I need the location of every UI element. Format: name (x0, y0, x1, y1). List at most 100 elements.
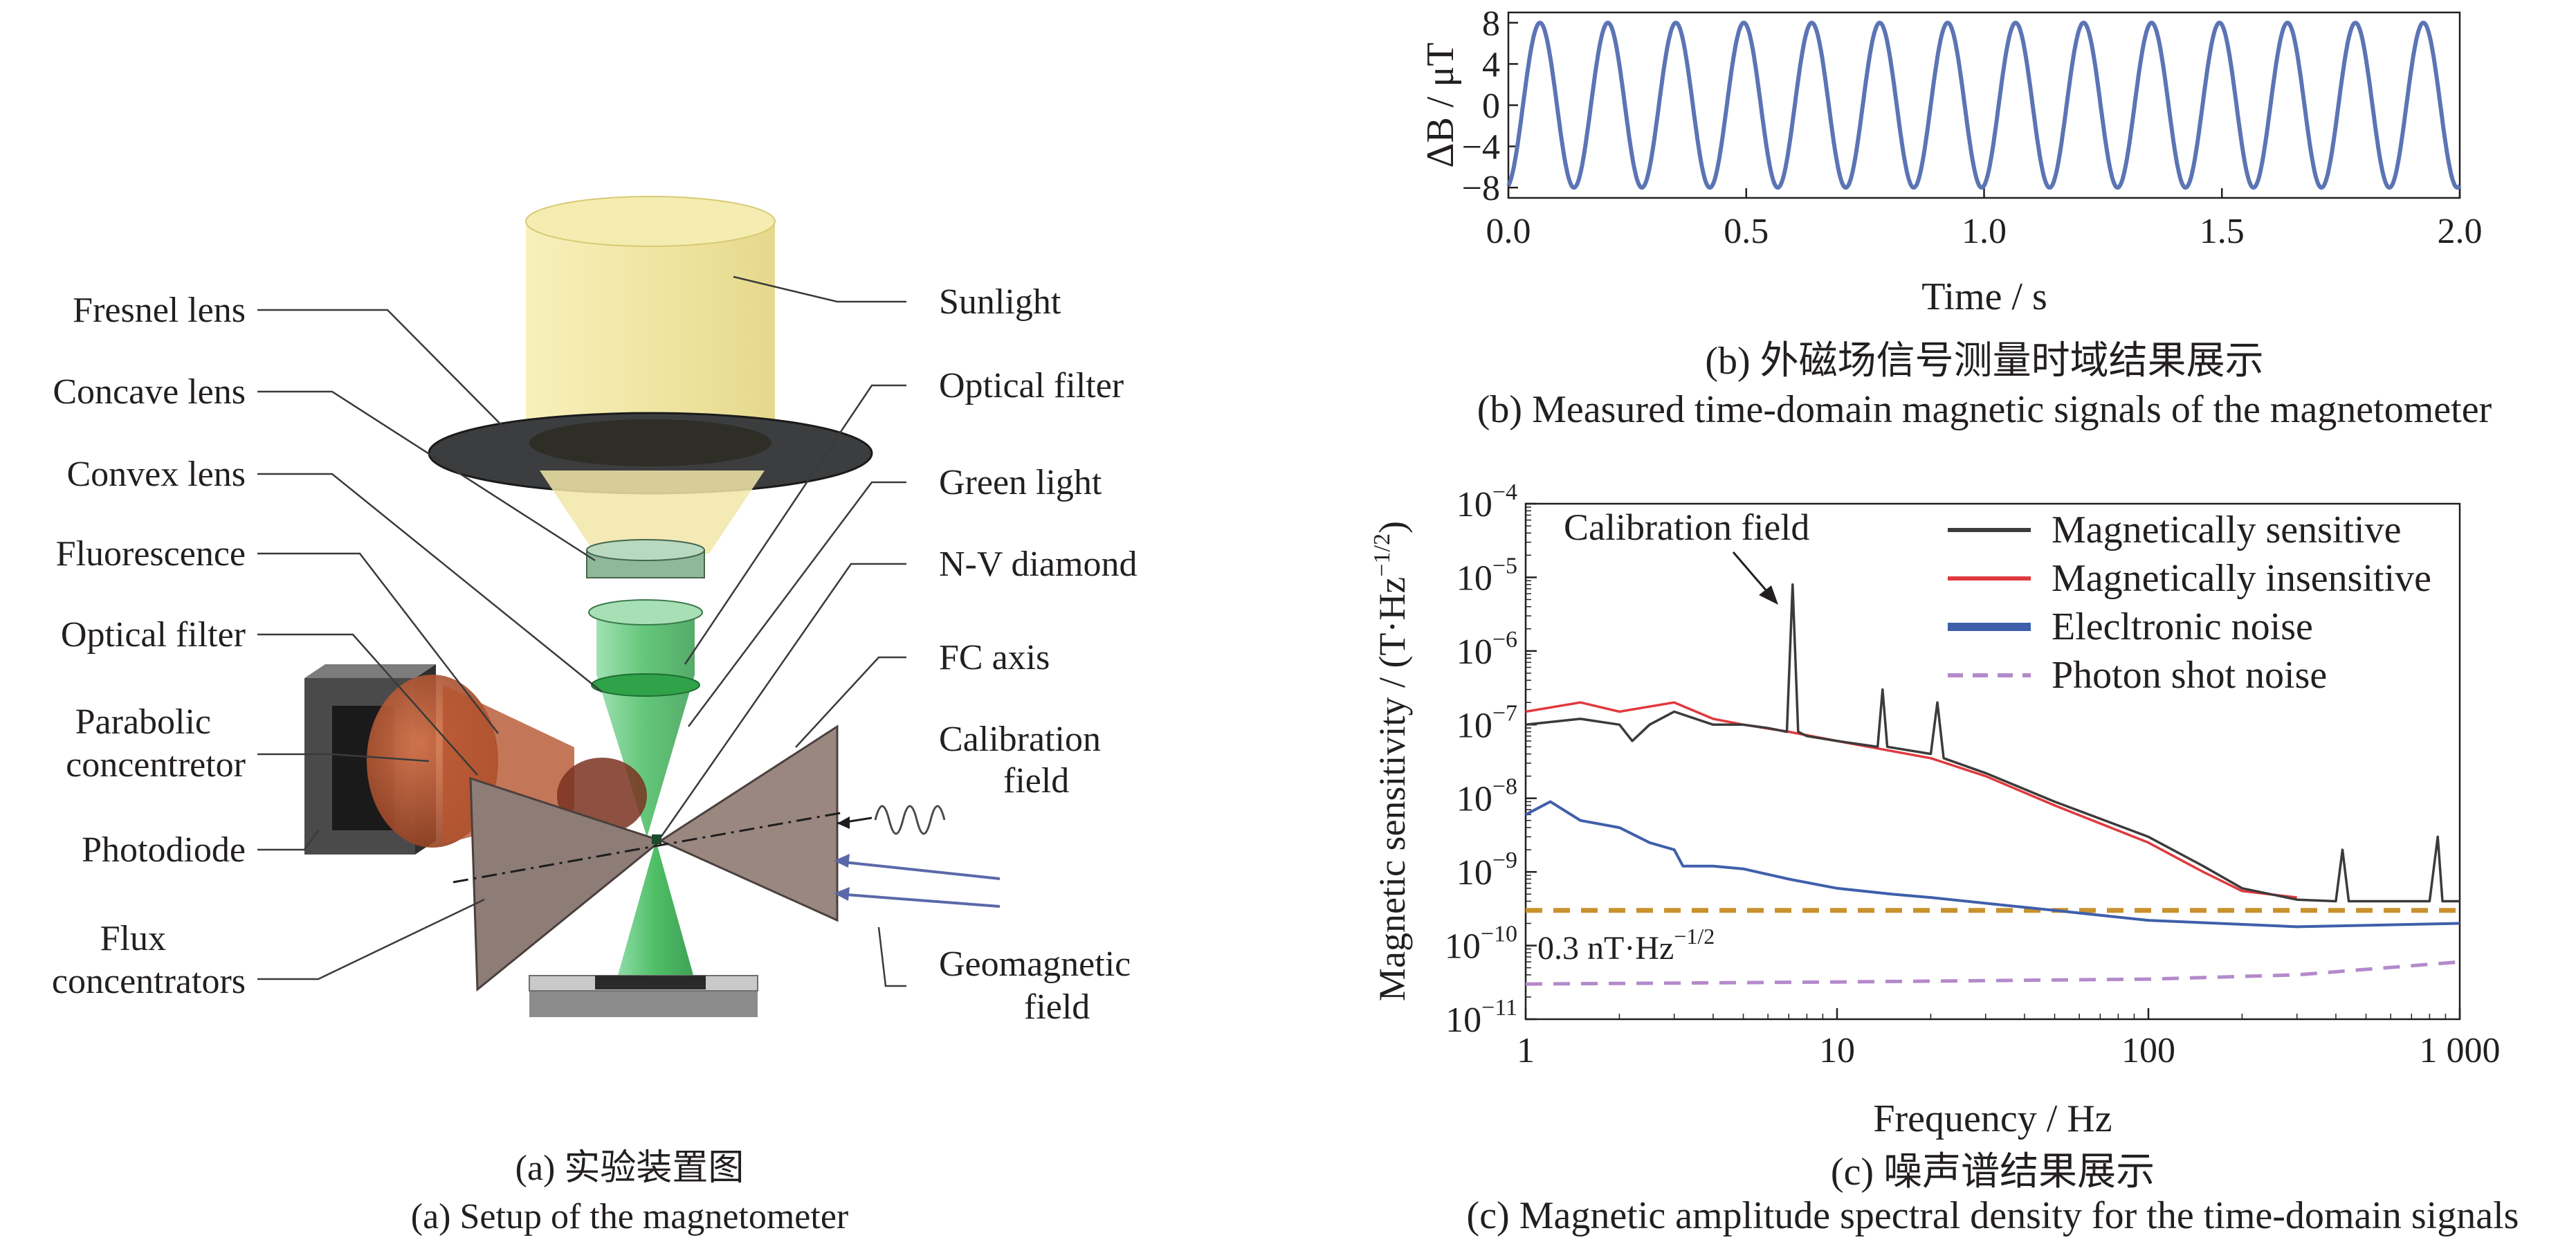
x-tick-label: 1.0 (1962, 212, 2007, 251)
series-line (1525, 800, 2460, 929)
label-optical-filter-left: Optical filter (61, 615, 246, 655)
label-flux: Flux (100, 919, 166, 958)
y-tick-label: 10−10 (1445, 922, 1517, 967)
series-line (1525, 960, 2460, 986)
legend: Magnetically sensitive Magnetically inse… (1948, 509, 2431, 697)
y-tick-base: 10 (1445, 927, 1481, 967)
green-light-beam (596, 609, 695, 837)
series-line (1506, 20, 2462, 190)
y-tick-label: 10−6 (1456, 627, 1517, 672)
y-tick-label: 10−4 (1456, 480, 1517, 524)
label-fluorescence: Fluorescence (56, 534, 246, 574)
plot-frame (1524, 502, 2461, 1021)
label-sunlight: Sunlight (939, 282, 1061, 322)
y-tick-exp: −6 (1492, 627, 1517, 652)
calibration-wave-icon (874, 805, 946, 835)
series-line (1525, 583, 2460, 903)
y-tick-base: 10 (1456, 485, 1492, 524)
y-tick-base: 10 (1456, 632, 1492, 672)
x-tick-label: 1 (1517, 1031, 1535, 1070)
caption-b-en: (b) Measured time-domain magnetic signal… (1477, 388, 2492, 431)
label-concentretor: concentretor (66, 745, 246, 785)
y-axis-label: ΔB / μT (1419, 42, 1462, 167)
y-ticks: 840−4−8 (1462, 4, 1518, 208)
y-axis-label-sup: −1/2 (1369, 533, 1395, 577)
x-axis-label: Frequency / Hz (1873, 1097, 2112, 1140)
photodiode-base (529, 975, 758, 1017)
y-tick-exp: −8 (1492, 774, 1517, 800)
y-tick-label: 4 (1482, 45, 1500, 84)
y-tick-label: 8 (1482, 4, 1500, 44)
series-group (1525, 583, 2460, 986)
geomagnetic-arrows (834, 854, 1001, 908)
fc-axis (453, 812, 841, 884)
y-tick-exp: −4 (1492, 480, 1517, 505)
y-tick-base: 10 (1456, 853, 1492, 893)
y-tick-label: −8 (1462, 169, 1500, 208)
setup-illustration: Fresnel lens Concave lens Convex lens Fl… (52, 196, 1137, 1236)
x-tick-label: 0.0 (1486, 212, 1531, 251)
annotation-arrowhead (1759, 585, 1778, 605)
x-ticks: 0.0 0.5 1.0 1.5 2.0 (1486, 188, 2483, 251)
x-ticks: 1 10 100 1 000 (1517, 1008, 2501, 1070)
label-green-light: Green light (939, 463, 1102, 502)
y-tick-label: −4 (1462, 128, 1500, 167)
annotation-limit: 0.3 nT·Hz−1/2 (1537, 924, 1715, 967)
nv-diamond (652, 834, 661, 844)
legend-label-photon: Photon shot noise (2052, 654, 2327, 697)
y-tick-label: 10−8 (1456, 774, 1517, 819)
caption-c-cn: (c) 噪声谱结果展示 (1831, 1151, 2155, 1194)
legend-label-insensitive: Magnetically insensitive (2052, 557, 2431, 600)
legend-label-sensitive: Magnetically sensitive (2052, 509, 2401, 551)
label-concave-lens: Concave lens (53, 372, 246, 412)
label-calibration-field: field (1003, 761, 1069, 801)
y-tick-label: 10−11 (1445, 995, 1517, 1040)
flux-concentrators (469, 724, 839, 992)
concave-lens (586, 539, 705, 578)
label-fresnel-lens: Fresnel lens (73, 291, 246, 330)
label-geomagnetic-field: field (1024, 987, 1090, 1027)
x-tick-label: 0.5 (1724, 212, 1769, 251)
y-tick-exp: −7 (1492, 700, 1517, 726)
caption-a-en: (a) Setup of the magnetometer (411, 1197, 848, 1236)
y-tick-label: 0 (1482, 86, 1500, 126)
label-concentrators: concentrators (52, 962, 246, 1001)
caption-c-en: (c) Magnetic amplitude spectral density … (1467, 1194, 2519, 1237)
time-domain-chart: 840−4−8 0.0 0.5 1.0 1.5 2.0 ΔB / μT Time / s… (1419, 4, 2492, 431)
label-geomagnetic: Geomagnetic (939, 944, 1131, 984)
legend-label-electronic: Elecltronic noise (2052, 605, 2313, 648)
y-tick-label: 10−5 (1456, 553, 1517, 598)
y-axis-label: Magnetic sensitivity / (T·Hz−1/2) (1369, 521, 1413, 1001)
x-tick-label: 1 000 (2420, 1031, 2501, 1070)
caption-a-cn: (a) 实验装置图 (515, 1149, 745, 1188)
y-tick-base: 10 (1456, 780, 1492, 819)
y-tick-label: 10−9 (1456, 848, 1517, 893)
annotation-arrow (1732, 551, 1773, 597)
annotation-limit-sup: −1/2 (1674, 924, 1715, 949)
leader-lines (257, 275, 906, 987)
y-axis-label-text: Magnetic sensitivity / (T·Hz (1371, 577, 1413, 1001)
x-tick-label: 10 (1819, 1031, 1855, 1070)
y-tick-exp: −10 (1481, 922, 1517, 947)
annotation-limit-text: 0.3 nT·Hz (1537, 930, 1674, 967)
label-photodiode: Photodiode (82, 830, 246, 870)
x-tick-label: 100 (2121, 1031, 2175, 1070)
label-convex-lens: Convex lens (66, 455, 246, 494)
x-tick-label: 1.5 (2200, 212, 2245, 251)
y-axis-label-tail: ) (1371, 521, 1413, 533)
label-fc-axis: FC axis (939, 638, 1050, 677)
y-tick-base: 10 (1445, 1001, 1481, 1040)
y-tick-exp: −5 (1492, 553, 1517, 578)
y-tick-exp: −9 (1492, 848, 1517, 873)
y-tick-label: 10−7 (1456, 700, 1517, 745)
annotation-calibration-field: Calibration field (1564, 506, 1809, 548)
sunlight-cylinder (525, 196, 776, 443)
x-tick-label: 2.0 (2438, 212, 2483, 251)
convex-lens (588, 599, 703, 697)
label-optical-filter-right: Optical filter (939, 366, 1124, 405)
y-tick-exp: −11 (1481, 995, 1517, 1021)
label-parabolic: Parabolic (75, 702, 211, 742)
x-axis-label: Time / s (1921, 275, 2047, 318)
